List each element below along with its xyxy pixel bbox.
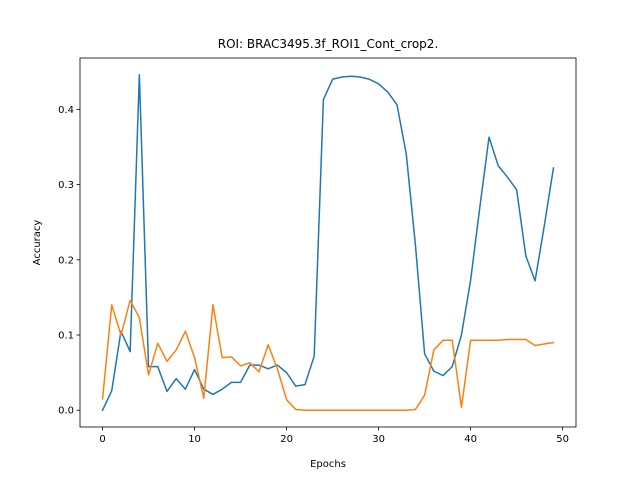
x-tick-label: 50 [556,434,569,445]
y-tick-label: 0.2 [58,255,74,266]
plot-area [80,58,576,427]
y-axis-label: Accuracy [32,220,43,266]
x-axis-label: Epochs [310,459,346,470]
plot-frame [79,57,577,428]
series-layer [101,74,555,412]
y-tick-label: 0.1 [58,331,74,342]
series-line-2 [101,299,555,411]
series-line-1 [101,74,555,412]
chart-title: ROI: BRAC3495.3f_ROI1_Cont_crop2. [218,37,439,51]
y-tick-label: 0.4 [58,105,74,116]
y-tick-label: 0.3 [58,180,74,191]
x-tick-label: 40 [464,434,477,445]
x-tick-label: 10 [188,434,201,445]
y-tick-label: 0.0 [58,406,74,417]
x-tick-label: 30 [372,434,385,445]
x-tick-label: 20 [280,434,293,445]
x-tick-label: 0 [99,434,105,445]
x-axis: 0 10 20 30 40 50 [99,427,569,445]
y-axis: 0.0 0.1 0.2 0.3 0.4 [58,105,80,417]
